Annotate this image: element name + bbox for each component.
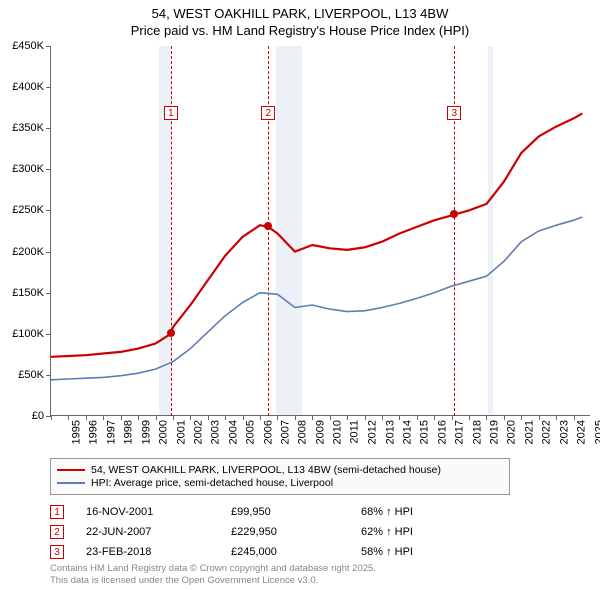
series-line: [51, 113, 582, 356]
sale-marker-dot: [167, 329, 175, 337]
legend-label: 54, WEST OAKHILL PARK, LIVERPOOL, L13 4B…: [91, 464, 441, 476]
x-axis-label: 2004: [227, 420, 239, 444]
y-axis-label: £50K: [18, 369, 44, 381]
legend: 54, WEST OAKHILL PARK, LIVERPOOL, L13 4B…: [50, 458, 510, 495]
sale-marker-box: 1: [164, 106, 178, 120]
title-subtitle: Price paid vs. HM Land Registry's House …: [0, 23, 600, 40]
sale-row: 1 16-NOV-2001£99,95068% ↑ HPI: [50, 502, 413, 522]
x-axis-label: 2006: [262, 420, 274, 444]
y-axis-label: £350K: [12, 122, 44, 134]
x-axis-label: 2019: [489, 420, 501, 444]
title-address: 54, WEST OAKHILL PARK, LIVERPOOL, L13 4B…: [0, 6, 600, 23]
x-axis-label: 2010: [332, 420, 344, 444]
footer-line2: This data is licensed under the Open Gov…: [50, 575, 376, 586]
footer: Contains HM Land Registry data © Crown c…: [50, 563, 376, 586]
y-axis-label: £200K: [12, 246, 44, 258]
y-axis-label: £300K: [12, 163, 44, 175]
legend-row: HPI: Average price, semi-detached house,…: [57, 477, 503, 489]
x-axis-label: 2000: [158, 420, 170, 444]
x-axis-label: 2016: [436, 420, 448, 444]
sale-marker-box: 2: [261, 106, 275, 120]
x-axis-label: 2018: [471, 420, 483, 444]
x-axis-label: 2023: [558, 420, 570, 444]
x-axis-label: 2015: [419, 420, 431, 444]
x-axis-label: 1999: [140, 420, 152, 444]
x-axis-label: 2003: [210, 420, 222, 444]
sale-number-box: 3: [50, 545, 64, 559]
sale-row: 3 23-FEB-2018£245,00058% ↑ HPI: [50, 542, 413, 562]
sale-marker-dot: [264, 222, 272, 230]
sale-price: £99,950: [231, 506, 361, 518]
x-axis-label: 1998: [123, 420, 135, 444]
x-axis-label: 2011: [348, 420, 360, 444]
x-axis-label: 2002: [192, 420, 204, 444]
x-axis-label: 2001: [175, 420, 187, 444]
x-axis-label: 2009: [314, 420, 326, 444]
x-axis-label: 2025: [593, 420, 600, 444]
x-axis-label: 2014: [401, 420, 413, 444]
legend-label: HPI: Average price, semi-detached house,…: [91, 477, 333, 489]
y-axis-label: £450K: [12, 40, 44, 52]
sales-table: 1 16-NOV-2001£99,95068% ↑ HPI 2 22-JUN-2007…: [50, 502, 413, 562]
sale-marker-dot: [450, 210, 458, 218]
x-axis-label: 2013: [384, 420, 396, 444]
chart-area: 123 £0£50K£100K£150K£200K£250K£300K£350K…: [50, 46, 590, 416]
x-axis-label: 1997: [105, 420, 117, 444]
y-axis-label: £150K: [12, 287, 44, 299]
x-axis-label: 2012: [367, 420, 379, 444]
footer-line1: Contains HM Land Registry data © Crown c…: [50, 563, 376, 574]
legend-row: 54, WEST OAKHILL PARK, LIVERPOOL, L13 4B…: [57, 464, 503, 476]
sale-number-box: 1: [50, 505, 64, 519]
sale-date: 22-JUN-2007: [86, 526, 231, 538]
series-line: [51, 217, 582, 380]
sale-hpi: 68% ↑ HPI: [361, 506, 413, 518]
x-axis-label: 2020: [506, 420, 518, 444]
x-axis-label: 1996: [88, 420, 100, 444]
x-axis-label: 1995: [70, 420, 82, 444]
x-axis-label: 2024: [576, 420, 588, 444]
y-axis-label: £100K: [12, 328, 44, 340]
sale-row: 2 22-JUN-2007£229,95062% ↑ HPI: [50, 522, 413, 542]
legend-swatch: [57, 482, 85, 484]
y-axis-label: £400K: [12, 81, 44, 93]
series-svg: [51, 46, 591, 416]
sale-date: 16-NOV-2001: [86, 506, 231, 518]
sale-marker-box: 3: [447, 106, 461, 120]
sale-hpi: 62% ↑ HPI: [361, 526, 413, 538]
x-axis-label: 2022: [541, 420, 553, 444]
x-axis-label: 2021: [523, 420, 535, 444]
sale-date: 23-FEB-2018: [86, 546, 231, 558]
chart-container: 54, WEST OAKHILL PARK, LIVERPOOL, L13 4B…: [0, 0, 600, 590]
x-axis-label: 2007: [280, 420, 292, 444]
x-axis-label: 2017: [454, 420, 466, 444]
sale-hpi: 58% ↑ HPI: [361, 546, 413, 558]
x-axis-label: 2008: [297, 420, 309, 444]
sale-price: £229,950: [231, 526, 361, 538]
x-axis-label: 2005: [245, 420, 257, 444]
y-axis-label: £250K: [12, 204, 44, 216]
sale-price: £245,000: [231, 546, 361, 558]
legend-swatch: [57, 469, 85, 471]
title-block: 54, WEST OAKHILL PARK, LIVERPOOL, L13 4B…: [0, 0, 600, 40]
sale-number-box: 2: [50, 525, 64, 539]
plot-area: 1 2 3: [50, 46, 590, 416]
y-axis-label: £0: [32, 410, 44, 422]
